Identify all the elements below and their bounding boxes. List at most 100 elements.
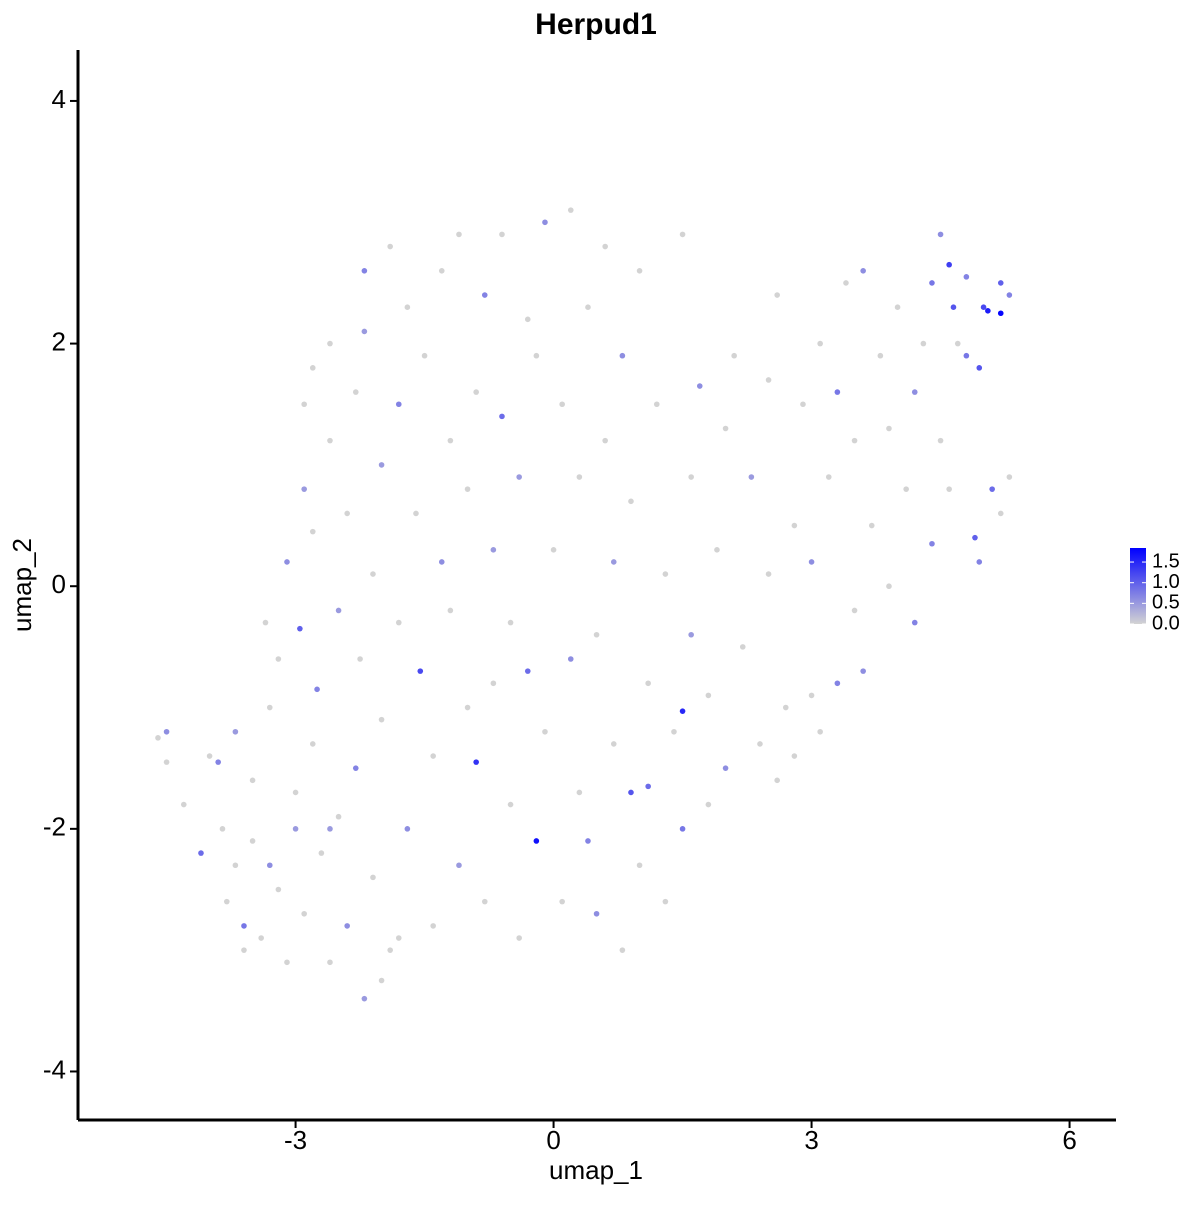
point	[834, 389, 841, 395]
point	[851, 437, 858, 444]
point	[550, 547, 557, 553]
point	[370, 571, 376, 577]
point	[997, 280, 1004, 286]
point	[886, 425, 892, 432]
x-tick-label: -3	[284, 1125, 307, 1155]
colorbar	[1130, 548, 1146, 624]
point	[946, 261, 952, 268]
point	[679, 708, 686, 714]
point	[447, 607, 454, 614]
point	[653, 401, 660, 408]
colorbar-label: 0.0	[1152, 612, 1180, 634]
point	[499, 413, 505, 420]
point	[688, 631, 694, 638]
point	[972, 534, 978, 541]
point	[662, 898, 669, 905]
point	[387, 243, 393, 250]
point	[705, 801, 712, 808]
point	[163, 759, 170, 765]
point	[662, 571, 669, 577]
point	[636, 862, 643, 869]
point	[748, 474, 755, 480]
colorbar-label: 1.5	[1152, 550, 1180, 572]
point	[430, 923, 436, 929]
point	[232, 728, 239, 735]
point	[705, 692, 712, 699]
point	[980, 304, 987, 310]
point	[602, 243, 608, 250]
point	[920, 340, 927, 347]
point	[473, 759, 479, 765]
point	[309, 741, 316, 747]
point	[370, 874, 376, 881]
point	[559, 401, 565, 408]
point	[714, 547, 720, 553]
y-tick-label: 2	[52, 326, 66, 356]
point	[791, 522, 798, 529]
point	[395, 935, 402, 941]
point	[473, 389, 479, 395]
point	[378, 977, 385, 984]
point	[567, 656, 574, 662]
point	[976, 559, 983, 565]
point	[309, 528, 316, 535]
point	[567, 207, 574, 213]
point	[817, 340, 823, 347]
point	[335, 813, 342, 820]
point	[284, 959, 290, 966]
point	[533, 838, 540, 844]
point	[456, 231, 462, 238]
point	[430, 753, 436, 759]
point	[327, 437, 333, 444]
point	[155, 735, 161, 741]
point	[585, 838, 591, 844]
y-axis-label: umap_2	[7, 538, 37, 632]
point	[851, 607, 858, 614]
point	[911, 619, 918, 626]
point	[860, 668, 866, 674]
point	[593, 910, 600, 917]
point	[533, 352, 540, 359]
point	[929, 540, 935, 547]
point	[808, 559, 815, 565]
point	[1006, 292, 1013, 298]
point	[843, 280, 849, 286]
point	[610, 741, 617, 747]
point	[361, 328, 368, 335]
point	[937, 231, 944, 238]
point	[447, 437, 454, 444]
point	[163, 728, 170, 735]
point	[266, 704, 273, 711]
point	[335, 607, 342, 614]
point	[671, 728, 677, 735]
point	[387, 947, 393, 953]
point	[507, 801, 514, 808]
point	[860, 267, 866, 274]
point	[976, 365, 983, 371]
x-axis-label: umap_1	[549, 1155, 643, 1185]
point	[352, 765, 359, 771]
point	[180, 801, 187, 808]
point	[997, 310, 1004, 317]
point	[585, 304, 591, 310]
point	[929, 280, 935, 286]
x-tick-label: 0	[546, 1125, 560, 1155]
point	[688, 474, 694, 480]
point	[284, 559, 290, 565]
point	[292, 789, 299, 796]
point	[645, 680, 651, 687]
y-tick-label: -2	[43, 812, 66, 842]
point	[516, 474, 522, 480]
point	[421, 352, 428, 359]
x-tick-label: 6	[1062, 1125, 1076, 1155]
point	[542, 728, 548, 735]
point	[249, 838, 256, 844]
point	[1006, 474, 1013, 480]
point	[877, 352, 884, 359]
point	[198, 850, 204, 856]
point	[301, 910, 307, 917]
point	[731, 352, 737, 359]
point	[318, 850, 325, 856]
point	[301, 486, 307, 492]
y-tick-label: -4	[43, 1054, 66, 1084]
